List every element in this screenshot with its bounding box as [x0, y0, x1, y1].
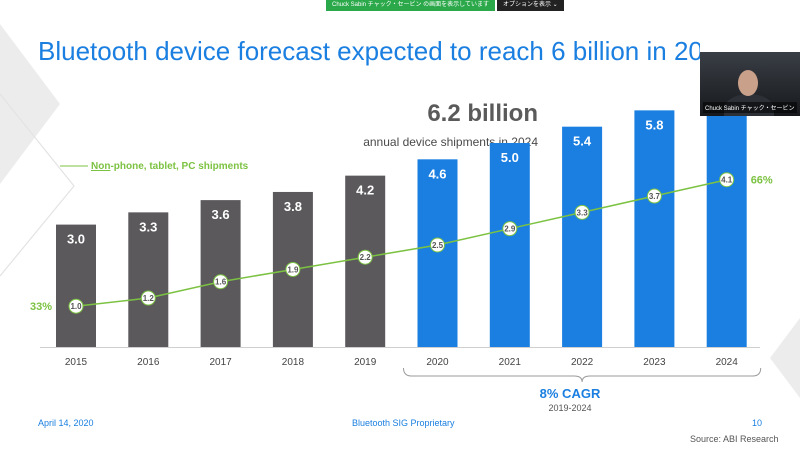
x-tick-label: 2015 — [65, 357, 88, 368]
legend-prefix: Non — [91, 161, 111, 172]
bar-value-label: 3.6 — [212, 207, 230, 222]
forecast-brace — [403, 367, 762, 383]
line-point-2022 — [574, 204, 590, 220]
bar-2022 — [562, 126, 603, 348]
bar-2016 — [128, 212, 169, 347]
bar-2024 — [706, 94, 747, 347]
person-head — [738, 70, 758, 96]
bar-value-label: 5.8 — [645, 117, 663, 132]
line-point-label: 3.3 — [577, 208, 589, 217]
decor-triangle-left — [0, 24, 60, 184]
bar-2020 — [417, 159, 458, 347]
line-point-label: 1.0 — [70, 302, 82, 311]
page-number: 10 — [752, 418, 763, 428]
footer-date: April 14, 2020 — [38, 418, 94, 428]
cagr-value: 8% CAGR — [539, 386, 601, 401]
x-tick-label: 2020 — [426, 357, 449, 368]
line-series-legend: Non-phone, tablet, PC shipments — [91, 161, 248, 172]
line-point-2020 — [430, 237, 445, 253]
x-tick-label: 2021 — [499, 357, 522, 368]
footer-proprietary: Bluetooth SIG Proprietary — [352, 418, 455, 428]
line-point-label: 1.9 — [287, 265, 299, 274]
x-tick-label: 2022 — [571, 357, 594, 368]
line-point-label: 2.2 — [360, 253, 372, 262]
bar-value-label: 5.0 — [501, 150, 519, 165]
bar-value-label: 3.0 — [67, 232, 85, 247]
line-start-percent: 33% — [30, 301, 52, 313]
headline-value: 6.2 billion — [427, 100, 538, 127]
line-point-2016 — [140, 290, 156, 306]
line-point-2019 — [357, 249, 373, 265]
legend-rest: -phone, tablet, PC shipments — [110, 161, 249, 172]
line-point-2023 — [646, 188, 662, 204]
x-tick-label: 2018 — [282, 357, 305, 368]
line-point-2024 — [719, 172, 735, 188]
bar-2021 — [489, 143, 530, 347]
bar-value-label: 3.8 — [284, 199, 302, 214]
bar-value-label: 3.3 — [139, 219, 157, 234]
participant-name: Chuck Sabin チャック・セービン — [703, 102, 797, 113]
line-point-2021 — [502, 221, 518, 237]
line-point-label: 4.1 — [721, 176, 733, 185]
bar-value-label: 5.4 — [573, 134, 592, 149]
line-point-2018 — [285, 261, 301, 277]
view-options-button[interactable]: オプションを表示 ⌄ — [497, 0, 564, 11]
line-point-label: 3.7 — [649, 192, 661, 201]
screen-share-notice: Chuck Sabin チャック・セービン の画面を表示しています — [326, 0, 495, 11]
slide-title: Bluetooth device forecast expected to re… — [38, 36, 732, 66]
x-tick-label: 2024 — [716, 357, 739, 368]
decor-chevron-left — [0, 93, 75, 277]
x-tick-label: 2019 — [354, 357, 377, 368]
bar-2023 — [634, 110, 675, 347]
line-point-2017 — [213, 274, 229, 290]
bar-2015 — [56, 224, 96, 347]
cagr-period: 2019-2024 — [548, 403, 592, 413]
participant-video[interactable]: Chuck Sabin チャック・セービン — [700, 52, 800, 116]
line-end-percent: 66% — [751, 175, 773, 187]
x-tick-label: 2016 — [137, 357, 160, 368]
x-tick-label: 2017 — [209, 357, 232, 368]
line-point-label: 1.2 — [143, 294, 155, 303]
line-point-label: 2.9 — [504, 225, 516, 234]
zoom-share-bar: Chuck Sabin チャック・セービン の画面を表示しています オプションを… — [326, 0, 564, 11]
x-tick-label: 2023 — [643, 357, 666, 368]
bar-value-label: 4.6 — [428, 166, 446, 181]
bar-value-label: 4.2 — [356, 183, 374, 198]
line-point-2015 — [68, 298, 84, 314]
source-note: Source: ABI Research — [690, 434, 779, 444]
bar-2017 — [200, 200, 241, 347]
decor-triangle-right — [770, 318, 800, 398]
line-point-label: 1.6 — [215, 278, 227, 287]
line-series — [75, 178, 727, 307]
line-point-label: 2.5 — [432, 241, 444, 250]
